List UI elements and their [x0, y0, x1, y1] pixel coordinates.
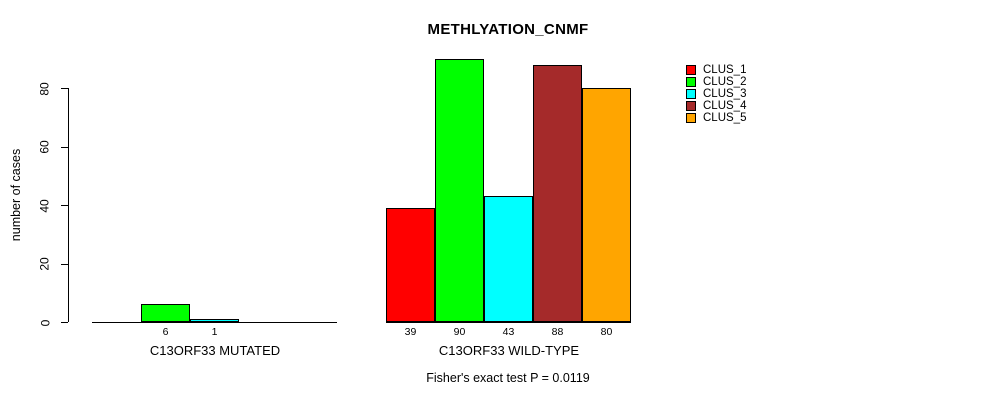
legend-label-clus_5: CLUS_5 [703, 112, 747, 124]
bar-value-label-clus_5: 80 [600, 326, 613, 338]
bar-value-label-clus_2: 6 [162, 326, 169, 338]
bar-value-label-clus_2: 90 [453, 326, 466, 338]
legend-label-clus_4: CLUS_4 [703, 100, 747, 112]
y-tick-40 [61, 205, 68, 206]
legend-swatch-clus_1 [686, 65, 696, 75]
fisher-exact-test-note: Fisher's exact test P = 0.0119 [426, 371, 590, 385]
bar-clus_5 [582, 88, 631, 322]
legend-swatch-clus_4 [686, 101, 696, 111]
y-axis-line [68, 88, 69, 322]
legend-item-clus_1: CLUS_1 [686, 64, 747, 76]
y-axis-title-text: number of cases [9, 148, 24, 242]
y-tick-label-80: 80 [36, 74, 54, 104]
bar-value-label-clus_1: 39 [404, 326, 417, 338]
y-tick-20 [61, 263, 68, 265]
legend-label-clus_2: CLUS_2 [703, 76, 747, 88]
y-axis-title: number of cases [3, 125, 29, 265]
bar-clus_2 [141, 304, 190, 322]
legend-label-clus_3: CLUS_3 [703, 88, 747, 100]
bar-clus_2 [435, 59, 484, 322]
y-tick-label-20: 20 [36, 249, 54, 279]
y-tick-80 [61, 88, 68, 89]
y-tick-label-text: 60 [37, 140, 52, 154]
bar-value-label-clus_3: 43 [502, 326, 515, 338]
bar-group-wildtype: 39 90 43 88 80 [386, 59, 631, 338]
y-tick-label-text: 20 [37, 257, 52, 271]
legend-item-clus_4: CLUS_4 [686, 100, 747, 112]
y-tick-label-text: 80 [37, 81, 52, 96]
legend-item-clus_5: CLUS_5 [686, 112, 747, 124]
y-tick-label-60: 60 [36, 132, 54, 162]
y-tick-60 [61, 146, 68, 148]
y-tick-0 [61, 322, 68, 323]
chart-title: METHLYATION_CNMF [427, 21, 589, 38]
bar-clus_3 [190, 319, 239, 322]
legend-item-clus_3: CLUS_3 [686, 88, 747, 100]
bar-clus_1 [386, 208, 435, 322]
legend-item-clus_2: CLUS_2 [686, 76, 747, 88]
legend-swatch-clus_3 [686, 89, 696, 99]
y-tick-label-0: 0 [36, 308, 54, 338]
x-group-label-wildtype: C13ORF33 WILD-TYPE [438, 343, 580, 358]
y-tick-label-40: 40 [36, 191, 54, 221]
legend-swatch-clus_5 [686, 113, 696, 123]
y-tick-label-text: 40 [37, 198, 52, 213]
x-group-label-mutated: C13ORF33 MUTATED [149, 343, 281, 358]
legend-swatch-clus_2 [686, 77, 696, 87]
bar-value-label-clus_4: 88 [551, 326, 564, 338]
bar-clus_3 [484, 196, 533, 322]
y-tick-label-text: 0 [38, 319, 52, 326]
legend: CLUS_1 CLUS_2 CLUS_3 CLUS_4 CLUS_5 [686, 64, 747, 125]
bar-value-label-clus_3: 1 [211, 326, 218, 338]
bar-clus_4 [533, 65, 582, 322]
legend-label-clus_1: CLUS_1 [703, 64, 747, 76]
